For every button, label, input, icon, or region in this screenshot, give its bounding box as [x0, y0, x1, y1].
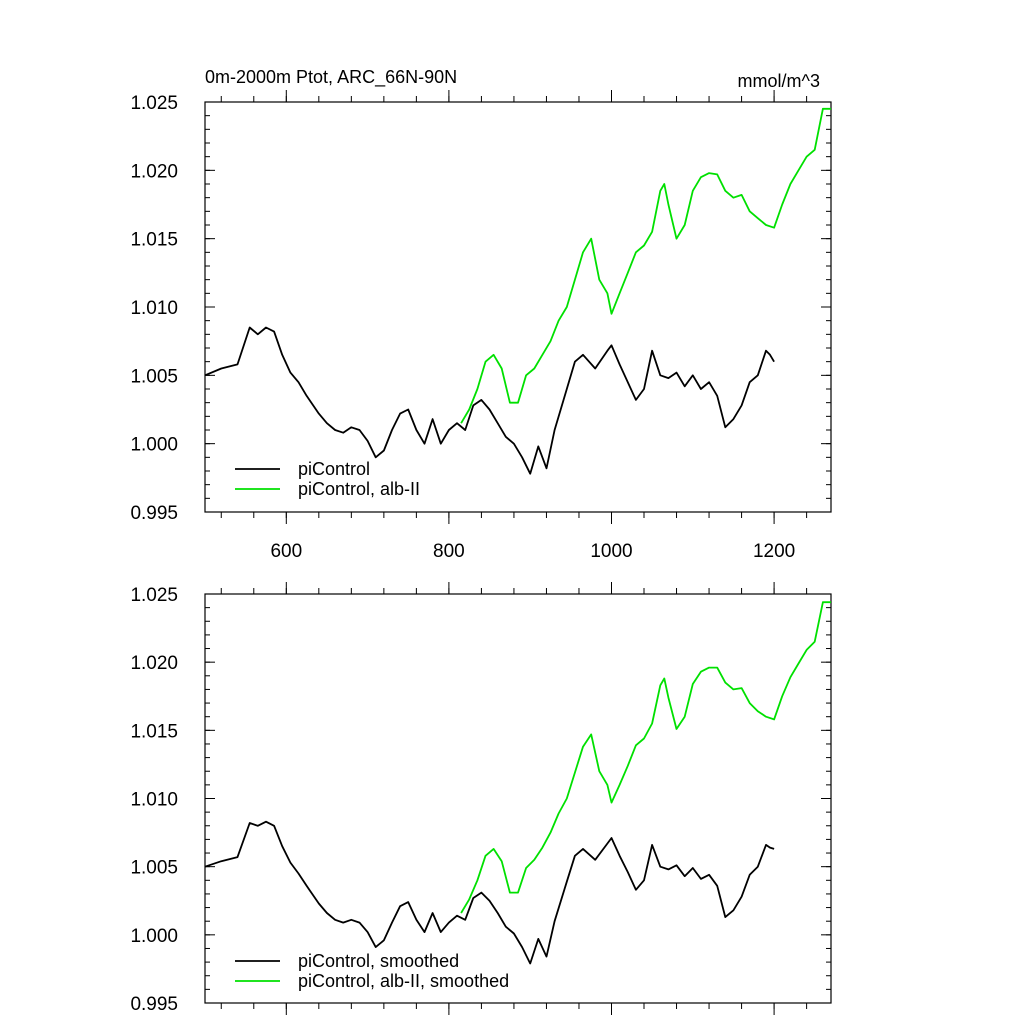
legend-label: piControl: [298, 459, 370, 479]
series-line-alb-ii: [460, 107, 831, 424]
y-tick-label: 1.005: [130, 366, 178, 387]
x-tick-label: 1200: [753, 541, 795, 562]
series-line-picontrol: [204, 820, 775, 965]
y-tick-label: 1.010: [130, 298, 178, 319]
y-tick-label: 1.025: [130, 585, 178, 606]
x-tick-label: 600: [270, 541, 302, 562]
bottom-panel: 0.995 1.000 1.005 1.010 1.015 1.020 1.025 piCon…: [130, 582, 832, 1015]
series-line-alb-ii: [460, 601, 831, 914]
chart-title: 0m-2000m Ptot, ARC_66N-90N: [205, 67, 457, 88]
y-tick-label: 1.015: [130, 230, 178, 251]
y-tick-label: 1.010: [130, 790, 178, 811]
legend-label: piControl, alb-II, smoothed: [298, 971, 509, 991]
top-panel: 0.995 1.000 1.005 1.010 1.015 1.020 1.025 600 80…: [130, 90, 832, 562]
x-tick-label: 800: [433, 541, 465, 562]
series-line-picontrol: [204, 326, 775, 475]
y-tick-label: 0.995: [130, 503, 178, 524]
units-label: mmol/m^3: [738, 71, 820, 91]
x-tick-label: 1000: [590, 541, 632, 562]
y-tick-label: 1.015: [130, 721, 178, 742]
y-tick-label: 1.005: [130, 858, 178, 879]
y-tick-label: 1.000: [130, 926, 178, 947]
legend-label: piControl, smoothed: [298, 951, 459, 971]
y-tick-label: 1.020: [130, 653, 178, 674]
y-tick-label: 1.020: [130, 161, 178, 182]
y-tick-label: 1.025: [130, 93, 178, 114]
y-tick-label: 0.995: [130, 994, 178, 1015]
legend-label: piControl, alb-II: [298, 479, 420, 499]
y-tick-label: 1.000: [130, 435, 178, 456]
